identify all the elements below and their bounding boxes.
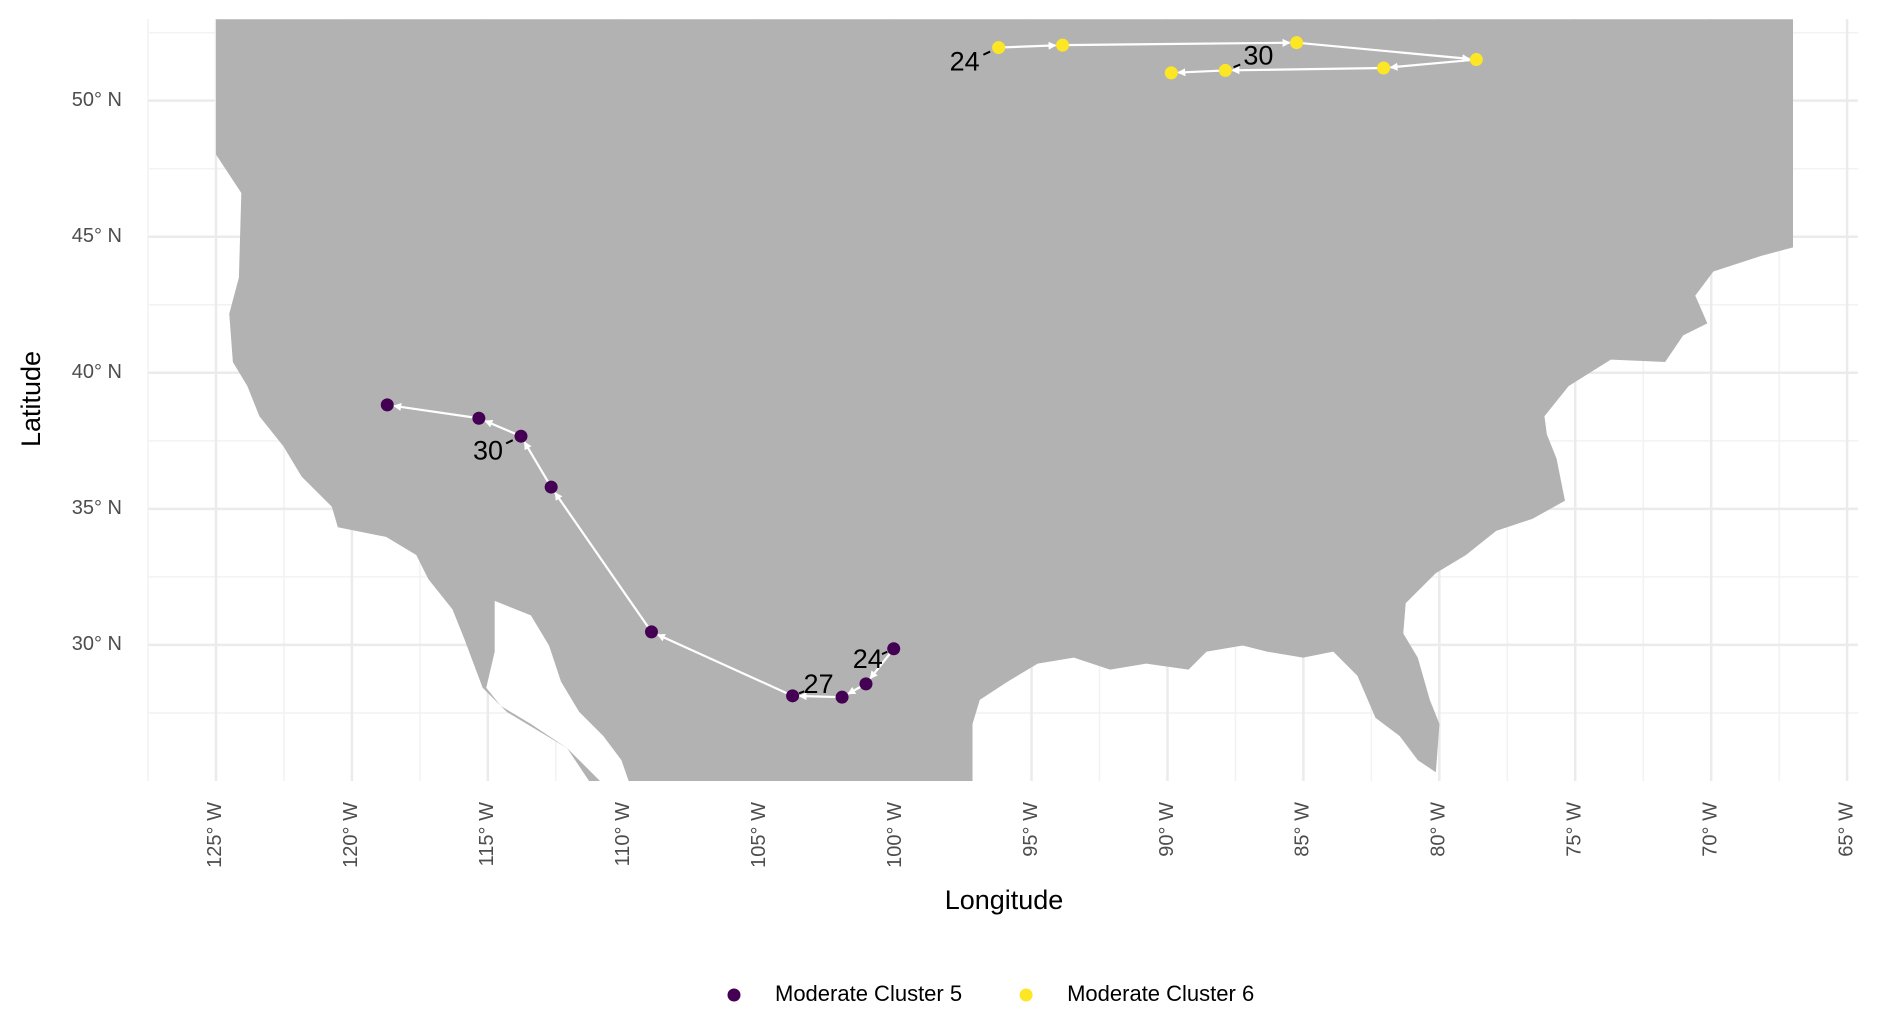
x-tick-label: 80° W xyxy=(1428,802,1450,857)
track-arrow xyxy=(656,633,794,697)
track-arrow xyxy=(1296,41,1471,63)
point-label: 30 xyxy=(1243,41,1273,71)
y-tick-label: 35° N xyxy=(72,497,122,519)
track-arrow xyxy=(554,492,653,633)
label-leader xyxy=(798,690,805,695)
basemap xyxy=(215,19,1794,781)
land xyxy=(215,19,1794,781)
x-tick-label: 65° W xyxy=(1835,802,1857,857)
y-tick-label: 40° N xyxy=(72,361,122,383)
point-label: 27 xyxy=(804,669,834,699)
point-label: 30 xyxy=(473,435,503,465)
x-axis-title: Longitude xyxy=(945,885,1064,915)
y-tick-label: 50° N xyxy=(72,89,122,111)
track-arrow xyxy=(1389,58,1477,71)
track-arrow xyxy=(1231,66,1384,75)
legend-label: Moderate Cluster 5 xyxy=(775,981,962,1006)
legend-swatch xyxy=(1019,988,1033,1002)
x-tick-label: 100° W xyxy=(884,802,906,868)
x-tick-label: 90° W xyxy=(1156,802,1178,857)
point xyxy=(835,690,849,704)
point xyxy=(1164,66,1178,80)
x-tick-label: 70° W xyxy=(1699,802,1721,857)
y-tick-label: 45° N xyxy=(72,225,122,247)
point xyxy=(887,642,901,656)
track-arrow xyxy=(998,41,1057,50)
y-axis-title: Latitude xyxy=(16,351,46,447)
point-label: 24 xyxy=(950,47,980,77)
point xyxy=(1377,61,1391,75)
marks: 24 27 30 24 30 xyxy=(380,36,1483,704)
x-tick-label: 120° W xyxy=(340,802,362,868)
point xyxy=(644,625,658,639)
x-tick-label: 75° W xyxy=(1564,802,1586,857)
point xyxy=(786,689,800,703)
legend-swatch xyxy=(727,988,741,1002)
x-tick-label: 85° W xyxy=(1292,802,1314,857)
label-leader xyxy=(881,650,888,656)
x-tick-label: 125° W xyxy=(204,802,226,868)
point xyxy=(514,429,528,443)
gulf xyxy=(486,600,629,781)
point-label: 24 xyxy=(853,644,883,674)
legend-label: Moderate Cluster 6 xyxy=(1067,981,1254,1006)
point xyxy=(472,411,486,425)
x-tick-label: 105° W xyxy=(748,802,770,868)
label-leader xyxy=(505,439,514,445)
point xyxy=(992,41,1006,55)
label-leader xyxy=(1233,63,1241,69)
point xyxy=(1469,53,1483,67)
x-tick-label: 115° W xyxy=(476,802,498,866)
track-arrow xyxy=(1062,38,1291,47)
point xyxy=(544,480,558,494)
x-tick-label: 110° W xyxy=(612,802,634,866)
point xyxy=(1290,36,1304,50)
label-leader xyxy=(982,50,991,56)
y-tick-label: 30° N xyxy=(72,633,122,655)
track-arrow xyxy=(1177,68,1226,77)
track-arrow xyxy=(523,441,553,488)
point xyxy=(1218,63,1232,77)
legend: Moderate Cluster 5 Moderate Cluster 6 xyxy=(727,981,1254,1006)
x-tick-label: 95° W xyxy=(1020,802,1042,857)
point xyxy=(380,398,394,412)
track-arrow xyxy=(798,692,843,701)
point xyxy=(859,677,873,691)
track-arrow xyxy=(393,402,480,420)
point xyxy=(1056,38,1070,52)
